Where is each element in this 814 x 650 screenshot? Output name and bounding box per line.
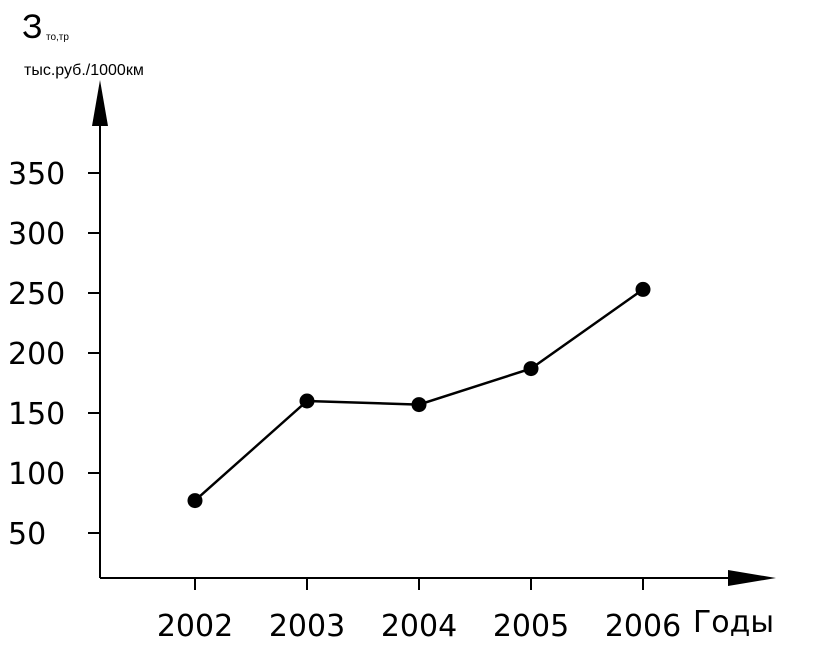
x-tick-label: 2004 — [381, 609, 457, 644]
y-axis-label: тыс.руб./1000км — [24, 62, 144, 79]
y-tick-label: 250 — [8, 277, 65, 312]
chart-title-main: З — [22, 8, 43, 46]
data-point — [635, 281, 651, 297]
x-axis-arrow — [728, 570, 776, 586]
x-tick-label: 2002 — [157, 609, 233, 644]
series-line — [194, 288, 644, 502]
y-axis-arrow — [92, 80, 108, 126]
y-tick-label: 150 — [8, 397, 65, 432]
data-point — [299, 393, 315, 409]
x-axis-label: Годы — [693, 605, 774, 640]
x-tick-label: 2005 — [493, 609, 569, 644]
y-tick-label: 300 — [8, 217, 65, 252]
chart-title-subscript: то,тр — [46, 32, 69, 43]
y-tick-label: 200 — [8, 337, 65, 372]
y-tick-label: 50 — [8, 517, 46, 552]
y-tick-label: 350 — [8, 157, 65, 192]
x-tick-label: 2006 — [605, 609, 681, 644]
data-point — [187, 493, 203, 509]
x-tick-label: 2003 — [269, 609, 345, 644]
y-tick-label: 100 — [8, 457, 65, 492]
data-point — [411, 397, 427, 413]
data-point — [523, 361, 539, 377]
